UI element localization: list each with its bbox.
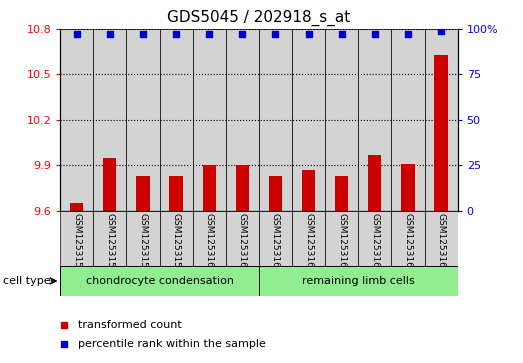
Bar (368, 155, 381, 211)
Bar (391, 211, 425, 267)
Bar (259, 266, 458, 296)
Point (106, 32, 114, 37)
Text: GSM1253158: GSM1253158 (139, 213, 147, 274)
Bar (401, 164, 415, 211)
Bar (425, 29, 458, 211)
Bar (169, 176, 183, 211)
Bar (259, 29, 292, 211)
Bar (325, 211, 358, 267)
Point (238, 32, 246, 37)
Text: GSM1253164: GSM1253164 (337, 213, 346, 274)
Bar (70, 203, 83, 211)
Bar (302, 170, 315, 211)
Bar (192, 29, 226, 211)
Bar (103, 158, 117, 211)
Bar (226, 211, 259, 267)
Bar (259, 211, 292, 267)
Bar (192, 211, 226, 267)
Point (172, 32, 180, 37)
Bar (358, 211, 391, 267)
Bar (202, 165, 216, 211)
Text: GSM1253165: GSM1253165 (370, 213, 379, 274)
Bar (127, 211, 160, 267)
Text: GSM1253157: GSM1253157 (105, 213, 115, 274)
Point (304, 32, 313, 37)
Text: GSM1253167: GSM1253167 (437, 213, 446, 274)
Bar (127, 29, 160, 211)
Point (139, 32, 147, 37)
Text: chondrocyte condensation: chondrocyte condensation (86, 276, 233, 286)
Text: GSM1253163: GSM1253163 (304, 213, 313, 274)
Bar (325, 29, 358, 211)
Text: transformed count: transformed count (78, 320, 182, 330)
Bar (137, 176, 150, 211)
Bar (236, 165, 249, 211)
Bar (269, 176, 282, 211)
Bar (292, 29, 325, 211)
Text: remaining limb cells: remaining limb cells (302, 276, 415, 286)
Bar (60, 266, 259, 296)
Text: cell type: cell type (3, 276, 50, 286)
Bar (93, 29, 127, 211)
Bar (358, 29, 391, 211)
Text: GSM1253162: GSM1253162 (271, 213, 280, 274)
Bar (60, 211, 93, 267)
Point (437, 28, 445, 34)
Bar (93, 211, 127, 267)
Text: GSM1253166: GSM1253166 (403, 213, 413, 274)
Bar (60, 29, 93, 211)
Point (404, 32, 412, 37)
Bar (160, 211, 192, 267)
Bar (226, 29, 259, 211)
Title: GDS5045 / 202918_s_at: GDS5045 / 202918_s_at (167, 10, 350, 26)
Point (271, 32, 280, 37)
Point (337, 32, 346, 37)
Bar (435, 55, 448, 211)
Point (371, 32, 379, 37)
Bar (160, 29, 192, 211)
Bar (292, 211, 325, 267)
Text: percentile rank within the sample: percentile rank within the sample (78, 339, 266, 349)
Text: GSM1253160: GSM1253160 (204, 213, 214, 274)
Bar (335, 176, 348, 211)
Bar (425, 211, 458, 267)
Text: GSM1253156: GSM1253156 (72, 213, 81, 274)
Point (73, 32, 81, 37)
Text: GSM1253161: GSM1253161 (238, 213, 247, 274)
Bar (391, 29, 425, 211)
Point (205, 32, 213, 37)
Text: GSM1253159: GSM1253159 (172, 213, 180, 274)
